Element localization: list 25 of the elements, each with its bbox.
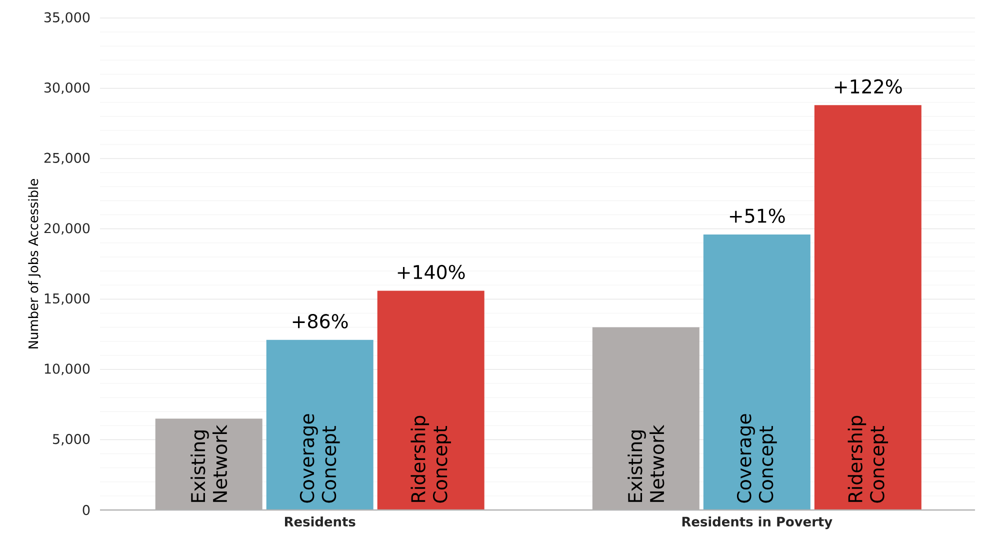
y-tick-label: 0 xyxy=(82,504,90,516)
annotation: +122% xyxy=(834,79,902,94)
series-label: Existing Network xyxy=(190,424,228,502)
y-tick-label: 20,000 xyxy=(44,223,90,235)
text: Ridership Concept xyxy=(848,416,888,503)
text: Existing Network xyxy=(628,424,664,502)
x-tick-label: Residents xyxy=(285,516,356,527)
series-label: Ridership Concept xyxy=(410,416,451,503)
series-label: Coverage Concept xyxy=(300,414,340,503)
y-tick-label: 15,000 xyxy=(44,293,90,305)
bar xyxy=(266,340,374,510)
y-tick-label: 35,000 xyxy=(44,12,90,24)
annotation: +140% xyxy=(398,264,465,280)
y-tick-label: 25,000 xyxy=(44,152,90,164)
text: Coverage Concept xyxy=(736,414,777,503)
bar xyxy=(814,105,922,510)
annotation: +86% xyxy=(292,314,348,328)
y-tick-label: 30,000 xyxy=(44,82,90,94)
bar xyxy=(377,290,484,510)
annotation: +51% xyxy=(730,208,785,223)
y-axis-title: Number of Jobs Accessible xyxy=(28,179,41,348)
y-tick-label: 5,000 xyxy=(53,434,90,446)
y-tick-label: 10,000 xyxy=(44,364,90,376)
bar xyxy=(703,234,810,510)
x-tick-label: Residents in Poverty xyxy=(682,516,832,530)
